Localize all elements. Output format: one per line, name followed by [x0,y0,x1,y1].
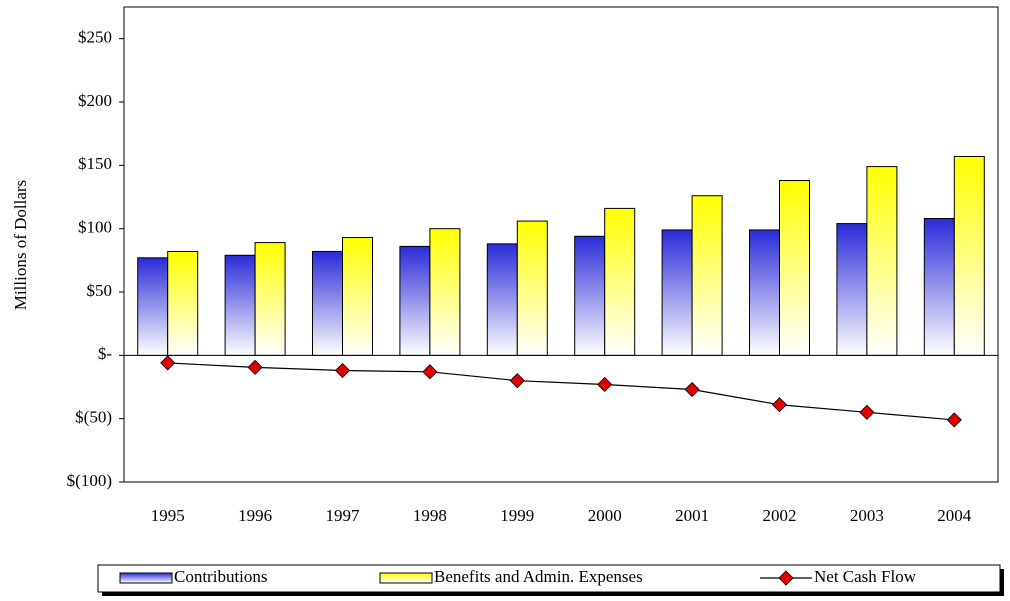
marker [859,404,875,420]
x-tick-label: 1995 [151,506,185,525]
x-tick-label: 2002 [763,506,797,525]
x-tick-label: 2003 [850,506,884,525]
legend-swatch [379,572,433,584]
bar [516,220,548,356]
legend-marker [778,570,794,586]
marker [334,362,351,379]
marker [597,376,613,393]
y-tick-label: $50 [87,281,113,300]
marker [684,381,700,398]
bar [312,250,343,356]
legend-box [97,564,1001,593]
bar [486,243,518,356]
bar [604,207,636,356]
line [167,362,955,421]
bar [342,237,373,356]
bar [691,195,723,356]
bar [224,254,256,356]
marker [160,355,176,371]
bar [953,155,985,356]
marker [771,397,788,413]
marker [247,359,263,375]
y-tick-label: $250 [78,28,112,47]
x-tick-label: 2001 [675,506,709,525]
y-tick-label: $200 [78,91,112,110]
bar [399,245,431,356]
x-tick-label: 2004 [937,506,972,525]
legend-swatch [119,572,173,584]
bar [254,242,286,356]
bar [749,229,780,356]
y-tick-label: $(100) [67,471,112,490]
x-tick-label: 1996 [238,506,272,525]
marker [946,412,962,428]
bar [167,250,199,356]
bar [429,228,461,356]
bar [866,166,898,356]
bar [923,218,955,356]
y-tick-label: $100 [78,218,112,237]
x-tick-label: 1997 [326,506,361,525]
y-axis-label: Millions of Dollars [11,180,30,310]
legend-label: Contributions [174,567,268,586]
bar [661,229,693,356]
legend-label: Benefits and Admin. Expenses [434,567,643,586]
y-tick-label: $150 [78,154,112,173]
bar [836,223,868,356]
y-tick-label: $- [98,344,113,363]
bar [779,180,810,356]
x-tick-label: 1998 [413,506,447,525]
x-tick-label: 1999 [500,506,534,525]
marker [422,364,438,380]
marker [509,373,525,389]
bar [137,257,169,356]
legend-label: Net Cash Flow [814,567,917,586]
y-tick-label: $(50) [75,408,112,427]
x-tick-label: 2000 [588,506,622,525]
bar [574,235,606,356]
